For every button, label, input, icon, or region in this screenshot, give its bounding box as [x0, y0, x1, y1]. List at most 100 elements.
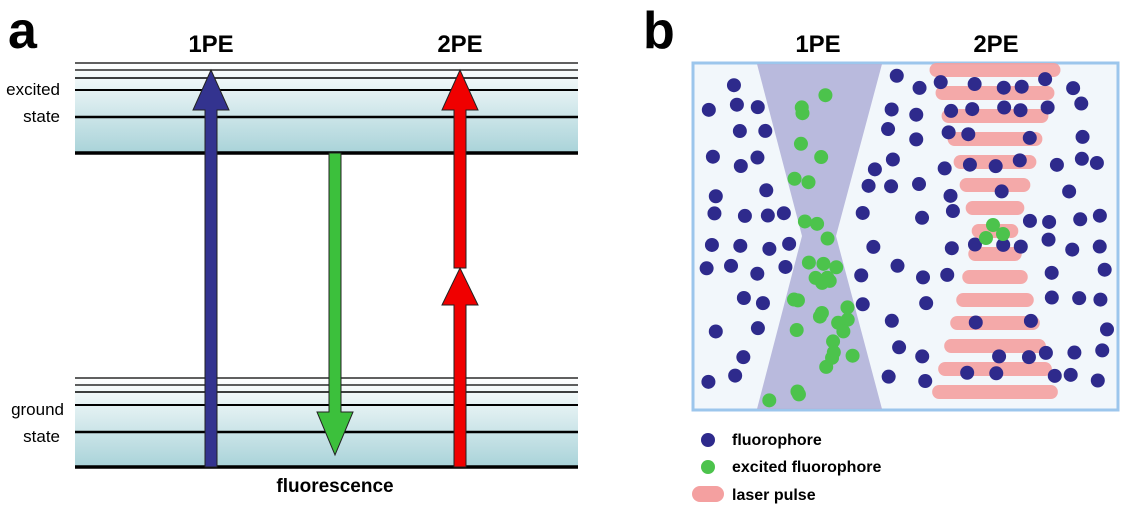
caption: fluorescence	[276, 476, 393, 497]
fluorophore	[997, 81, 1011, 95]
fluorophore	[1048, 369, 1062, 383]
fluorophore	[868, 162, 882, 176]
fluorophore	[1100, 322, 1114, 336]
fluorophore	[989, 366, 1003, 380]
excited-fluorophore	[788, 172, 802, 186]
fluorophore	[862, 179, 876, 193]
excited-fluorophore	[809, 271, 823, 285]
fluorophore	[940, 268, 954, 282]
fluorophore	[709, 324, 723, 338]
excited-fluorophore	[801, 175, 815, 189]
fluorophore	[1066, 81, 1080, 95]
fluorophore	[730, 98, 744, 112]
fluorophore	[913, 81, 927, 95]
legend-swatch	[701, 460, 715, 474]
excited-fluorophore	[818, 88, 832, 102]
fluorophore	[934, 75, 948, 89]
fluorophore	[965, 102, 979, 116]
excited-fluorophore	[996, 227, 1010, 241]
laser-pulse	[966, 201, 1025, 215]
fluorophore	[1042, 215, 1056, 229]
fluorophore	[706, 150, 720, 164]
page: {"panel_a": {"label": "a", "columns": ["…	[0, 0, 1128, 508]
fluorophore	[938, 161, 952, 175]
fluorophore	[727, 78, 741, 92]
excited-fluorophore	[840, 300, 854, 314]
excited-fluorophore	[795, 100, 809, 114]
excited-fluorophore	[792, 387, 806, 401]
fluorophore	[750, 267, 764, 281]
fluorophore	[1091, 374, 1105, 388]
fluorophore	[728, 369, 742, 383]
fluorophore	[1038, 72, 1052, 86]
fluorophore	[912, 177, 926, 191]
legend-label: fluorophore	[732, 432, 822, 449]
fluorophore	[882, 370, 896, 384]
fluorophore	[1062, 184, 1076, 198]
fluorophore	[762, 242, 776, 256]
fluorophore	[997, 101, 1011, 115]
excited-fluorophore	[821, 232, 835, 246]
fluorophore	[969, 315, 983, 329]
fluorophore	[892, 340, 906, 354]
fluorophore	[1045, 291, 1059, 305]
fluorophore	[709, 189, 723, 203]
legend-swatch	[701, 433, 715, 447]
excited-fluorophore	[794, 137, 808, 151]
excited-fluorophore	[802, 256, 816, 270]
fluorophore	[1074, 97, 1088, 111]
excited-fluorophore	[979, 231, 993, 245]
fluorophore	[700, 261, 714, 275]
excited-band	[75, 63, 578, 153]
fluorophore	[1090, 156, 1104, 170]
fluorophore	[918, 374, 932, 388]
fluorophore	[884, 179, 898, 193]
fluorophore	[1064, 368, 1078, 382]
fluorophore	[890, 69, 904, 83]
fluorophore	[761, 209, 775, 223]
fluorophore	[1093, 293, 1107, 307]
panel-label: a	[8, 2, 38, 60]
fluorophore	[1095, 343, 1109, 357]
laser-pulse	[932, 385, 1058, 399]
laser-pulse	[962, 270, 1027, 284]
fluorophore	[866, 240, 880, 254]
fluorophore	[1013, 153, 1027, 167]
fluorophore	[1076, 130, 1090, 144]
column-title: 2PE	[973, 31, 1018, 58]
excited-fluorophore	[813, 310, 827, 324]
fluorophore	[1098, 263, 1112, 277]
fluorophore	[944, 104, 958, 118]
fluorophore	[1041, 100, 1055, 114]
fluorophore	[738, 209, 752, 223]
excited-fluorophore	[787, 293, 801, 307]
excited-fluorophore	[798, 214, 812, 228]
fluorophore	[751, 100, 765, 114]
fluorophore	[1023, 131, 1037, 145]
fluorophore	[759, 183, 773, 197]
fluorophore	[854, 268, 868, 282]
fluorophore	[989, 159, 1003, 173]
excited-fluorophore	[846, 349, 860, 363]
fluorophore	[707, 206, 721, 220]
fluorophore	[782, 237, 796, 251]
panel-label: b	[643, 2, 675, 60]
figure: a 1PE 2PE excited state ground state flu…	[0, 0, 1128, 508]
excited-fluorophore	[814, 150, 828, 164]
fluorophore	[1093, 240, 1107, 254]
fluorophore	[736, 350, 750, 364]
fluorophore	[942, 125, 956, 139]
fluorophore	[733, 239, 747, 253]
fluorophore	[777, 206, 791, 220]
fluorophore	[701, 375, 715, 389]
laser-pulse	[956, 293, 1034, 307]
fluorophore	[916, 270, 930, 284]
fluorophore	[1075, 152, 1089, 166]
fluorophore	[919, 296, 933, 310]
fluorophore	[968, 77, 982, 91]
fluorophore	[734, 159, 748, 173]
fluorophore	[750, 151, 764, 165]
legend-label: laser pulse	[732, 487, 816, 504]
fluorophore	[891, 259, 905, 273]
column-title: 2PE	[437, 31, 482, 58]
